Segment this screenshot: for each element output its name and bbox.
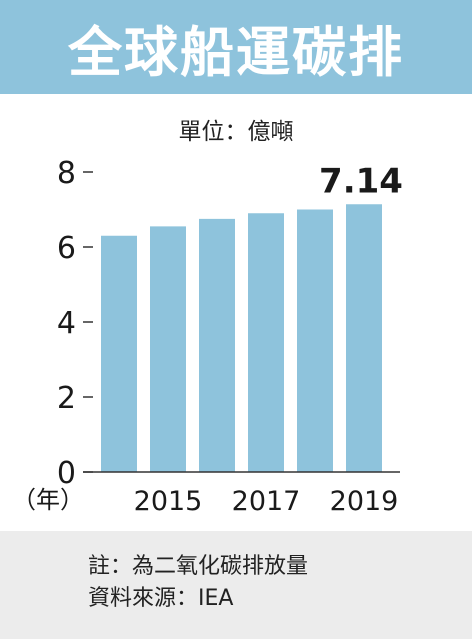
bar-chart: 0 2 4 6 8 2015 2017 2019 7.14 （年）	[12, 156, 403, 517]
y-tick-label: 4	[57, 306, 76, 341]
y-tick-label: 8	[57, 156, 76, 191]
chart-title: 全球船運碳排	[68, 20, 404, 84]
bar	[297, 209, 333, 472]
y-tick-label: 2	[57, 381, 76, 416]
footer: 註：為二氧化碳排放量 資料來源：IEA	[0, 531, 472, 639]
data-label: 7.14	[319, 161, 403, 201]
footer-note: 註：為二氧化碳排放量	[88, 554, 309, 579]
footer-source: 資料來源：IEA	[88, 586, 234, 611]
x-tick-label: 2015	[134, 486, 203, 517]
y-tick-label: 6	[57, 231, 76, 266]
bar	[346, 204, 382, 472]
x-tick-label: 2019	[330, 486, 399, 517]
bar	[150, 226, 186, 472]
y-tick-label: 0	[57, 456, 76, 491]
chart-area: 單位：億噸 0 2 4 6 8 2015 2017 2019 7.14 （年）	[0, 94, 472, 531]
x-axis-label: （年）	[12, 486, 84, 514]
bar	[199, 218, 235, 472]
x-tick-label: 2017	[232, 486, 301, 517]
bar	[101, 235, 137, 472]
header-banner: 全球船運碳排	[0, 0, 472, 94]
bar	[248, 213, 284, 472]
unit-label: 單位：億噸	[178, 119, 294, 145]
